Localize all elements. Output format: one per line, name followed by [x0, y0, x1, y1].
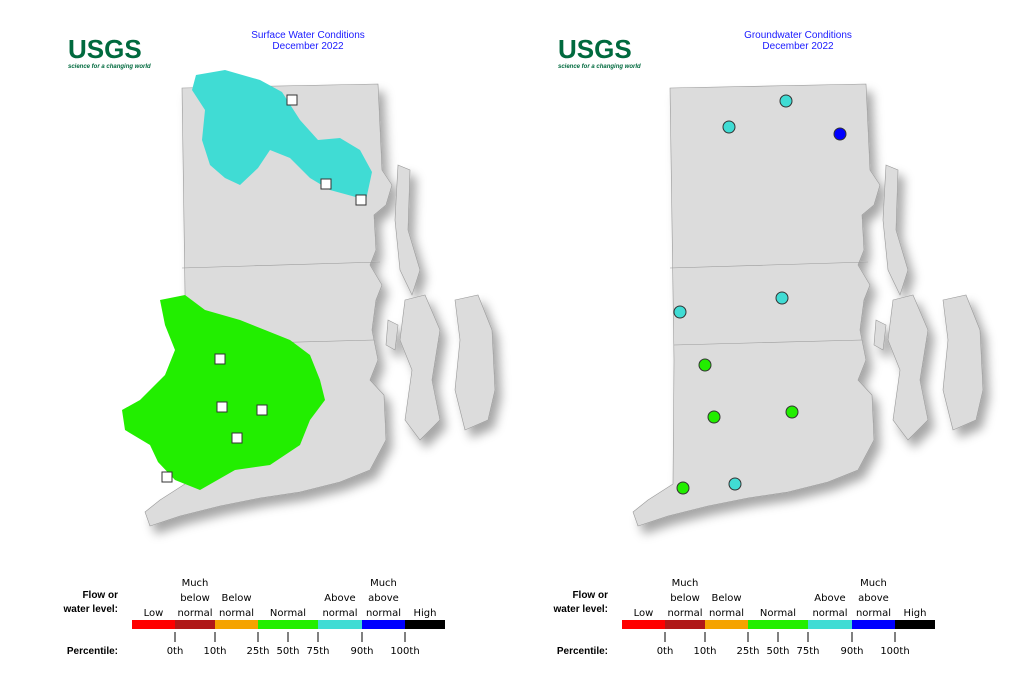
legend-class-label: normal — [219, 608, 254, 619]
percentile-label: Percentile: — [557, 646, 608, 657]
well — [779, 94, 793, 108]
percentile-tick-label: 10th — [694, 646, 717, 657]
legend-row-label: Flow or — [82, 590, 118, 601]
streamgage — [286, 94, 298, 106]
streamgage — [320, 178, 332, 190]
percentile-tick-label: 100th — [390, 646, 419, 657]
well — [833, 127, 847, 141]
map-title: Groundwater Conditions — [744, 30, 852, 41]
ground-map — [632, 83, 984, 527]
legend-class-label: Above — [814, 593, 845, 604]
legend-class-label: normal — [322, 608, 357, 619]
legend-class-label: below — [670, 593, 700, 604]
legend-class-label: Above — [324, 593, 355, 604]
legend-class-label: Low — [634, 608, 654, 619]
percentile-tick-label: 75th — [307, 646, 330, 657]
legend-swatch — [622, 620, 665, 629]
streamgage — [355, 194, 367, 206]
legend-swatch — [748, 620, 808, 629]
percentile-tick-label: 90th — [351, 646, 374, 657]
percentile-tick-label: 0th — [657, 646, 674, 657]
map-title: Surface Water Conditions — [251, 30, 365, 41]
streamgage — [231, 432, 243, 444]
well — [785, 405, 799, 419]
legend-swatch — [895, 620, 935, 629]
legend-swatch — [318, 620, 362, 629]
percentile-tick-label: 10th — [204, 646, 227, 657]
legend-class-label: normal — [667, 608, 702, 619]
legend-swatch — [808, 620, 852, 629]
well — [775, 291, 789, 305]
legend-class-label: above — [368, 593, 399, 604]
logo-tagline: science for a changing world — [68, 64, 151, 70]
legend-class-label: normal — [812, 608, 847, 619]
legend-class-label: Normal — [270, 608, 306, 619]
legend-class-label: normal — [856, 608, 891, 619]
map-subtitle: December 2022 — [762, 41, 834, 52]
streamgage — [216, 401, 228, 413]
percentile-tick-label: 50th — [767, 646, 790, 657]
legend-row-label: water level: — [553, 604, 608, 615]
percentile-label: Percentile: — [67, 646, 118, 657]
percentile-tick-label: 0th — [167, 646, 184, 657]
streamgage — [214, 353, 226, 365]
legend-class-label: Much — [182, 578, 209, 589]
basin-normal — [122, 295, 325, 490]
logo: USGS — [558, 34, 632, 64]
legend-class-label: Below — [711, 593, 741, 604]
well — [722, 120, 736, 134]
legend-swatch — [215, 620, 258, 629]
surface-map — [122, 70, 496, 527]
legend-class-label: below — [180, 593, 210, 604]
legend-class-label: Low — [144, 608, 164, 619]
legend-class-label: above — [858, 593, 889, 604]
percentile-tick-label: 25th — [737, 646, 760, 657]
legend-class-label: normal — [366, 608, 401, 619]
well — [676, 481, 690, 495]
map-subtitle: December 2022 — [272, 41, 344, 52]
legend-row-label: Flow or — [572, 590, 608, 601]
well — [698, 358, 712, 372]
legend-class-label: High — [904, 608, 927, 619]
legend-swatch — [665, 620, 705, 629]
legend-swatch — [705, 620, 748, 629]
percentile-tick-label: 90th — [841, 646, 864, 657]
legend-row-label: water level: — [63, 604, 118, 615]
legend-class-label: Normal — [760, 608, 796, 619]
legend-swatch — [405, 620, 445, 629]
logo: USGS — [68, 34, 142, 64]
legend-class-label: normal — [177, 608, 212, 619]
legend-swatch — [852, 620, 895, 629]
legend-class-label: Much — [370, 578, 397, 589]
legend-swatch — [132, 620, 175, 629]
well — [673, 305, 687, 319]
streamgage — [161, 471, 173, 483]
legend-swatch — [362, 620, 405, 629]
well — [707, 410, 721, 424]
legend-class-label: Much — [672, 578, 699, 589]
legend-swatch — [258, 620, 318, 629]
percentile-tick-label: 100th — [880, 646, 909, 657]
percentile-tick-label: 75th — [797, 646, 820, 657]
legend-class-label: normal — [709, 608, 744, 619]
legend-class-label: High — [414, 608, 437, 619]
legend-class-label: Below — [221, 593, 251, 604]
legend-swatch — [175, 620, 215, 629]
percentile-tick-label: 50th — [277, 646, 300, 657]
legend-class-label: Much — [860, 578, 887, 589]
streamgage — [256, 404, 268, 416]
percentile-tick-label: 25th — [247, 646, 270, 657]
well — [728, 477, 742, 491]
basin-above-normal — [192, 70, 372, 200]
logo-tagline: science for a changing world — [558, 64, 641, 70]
